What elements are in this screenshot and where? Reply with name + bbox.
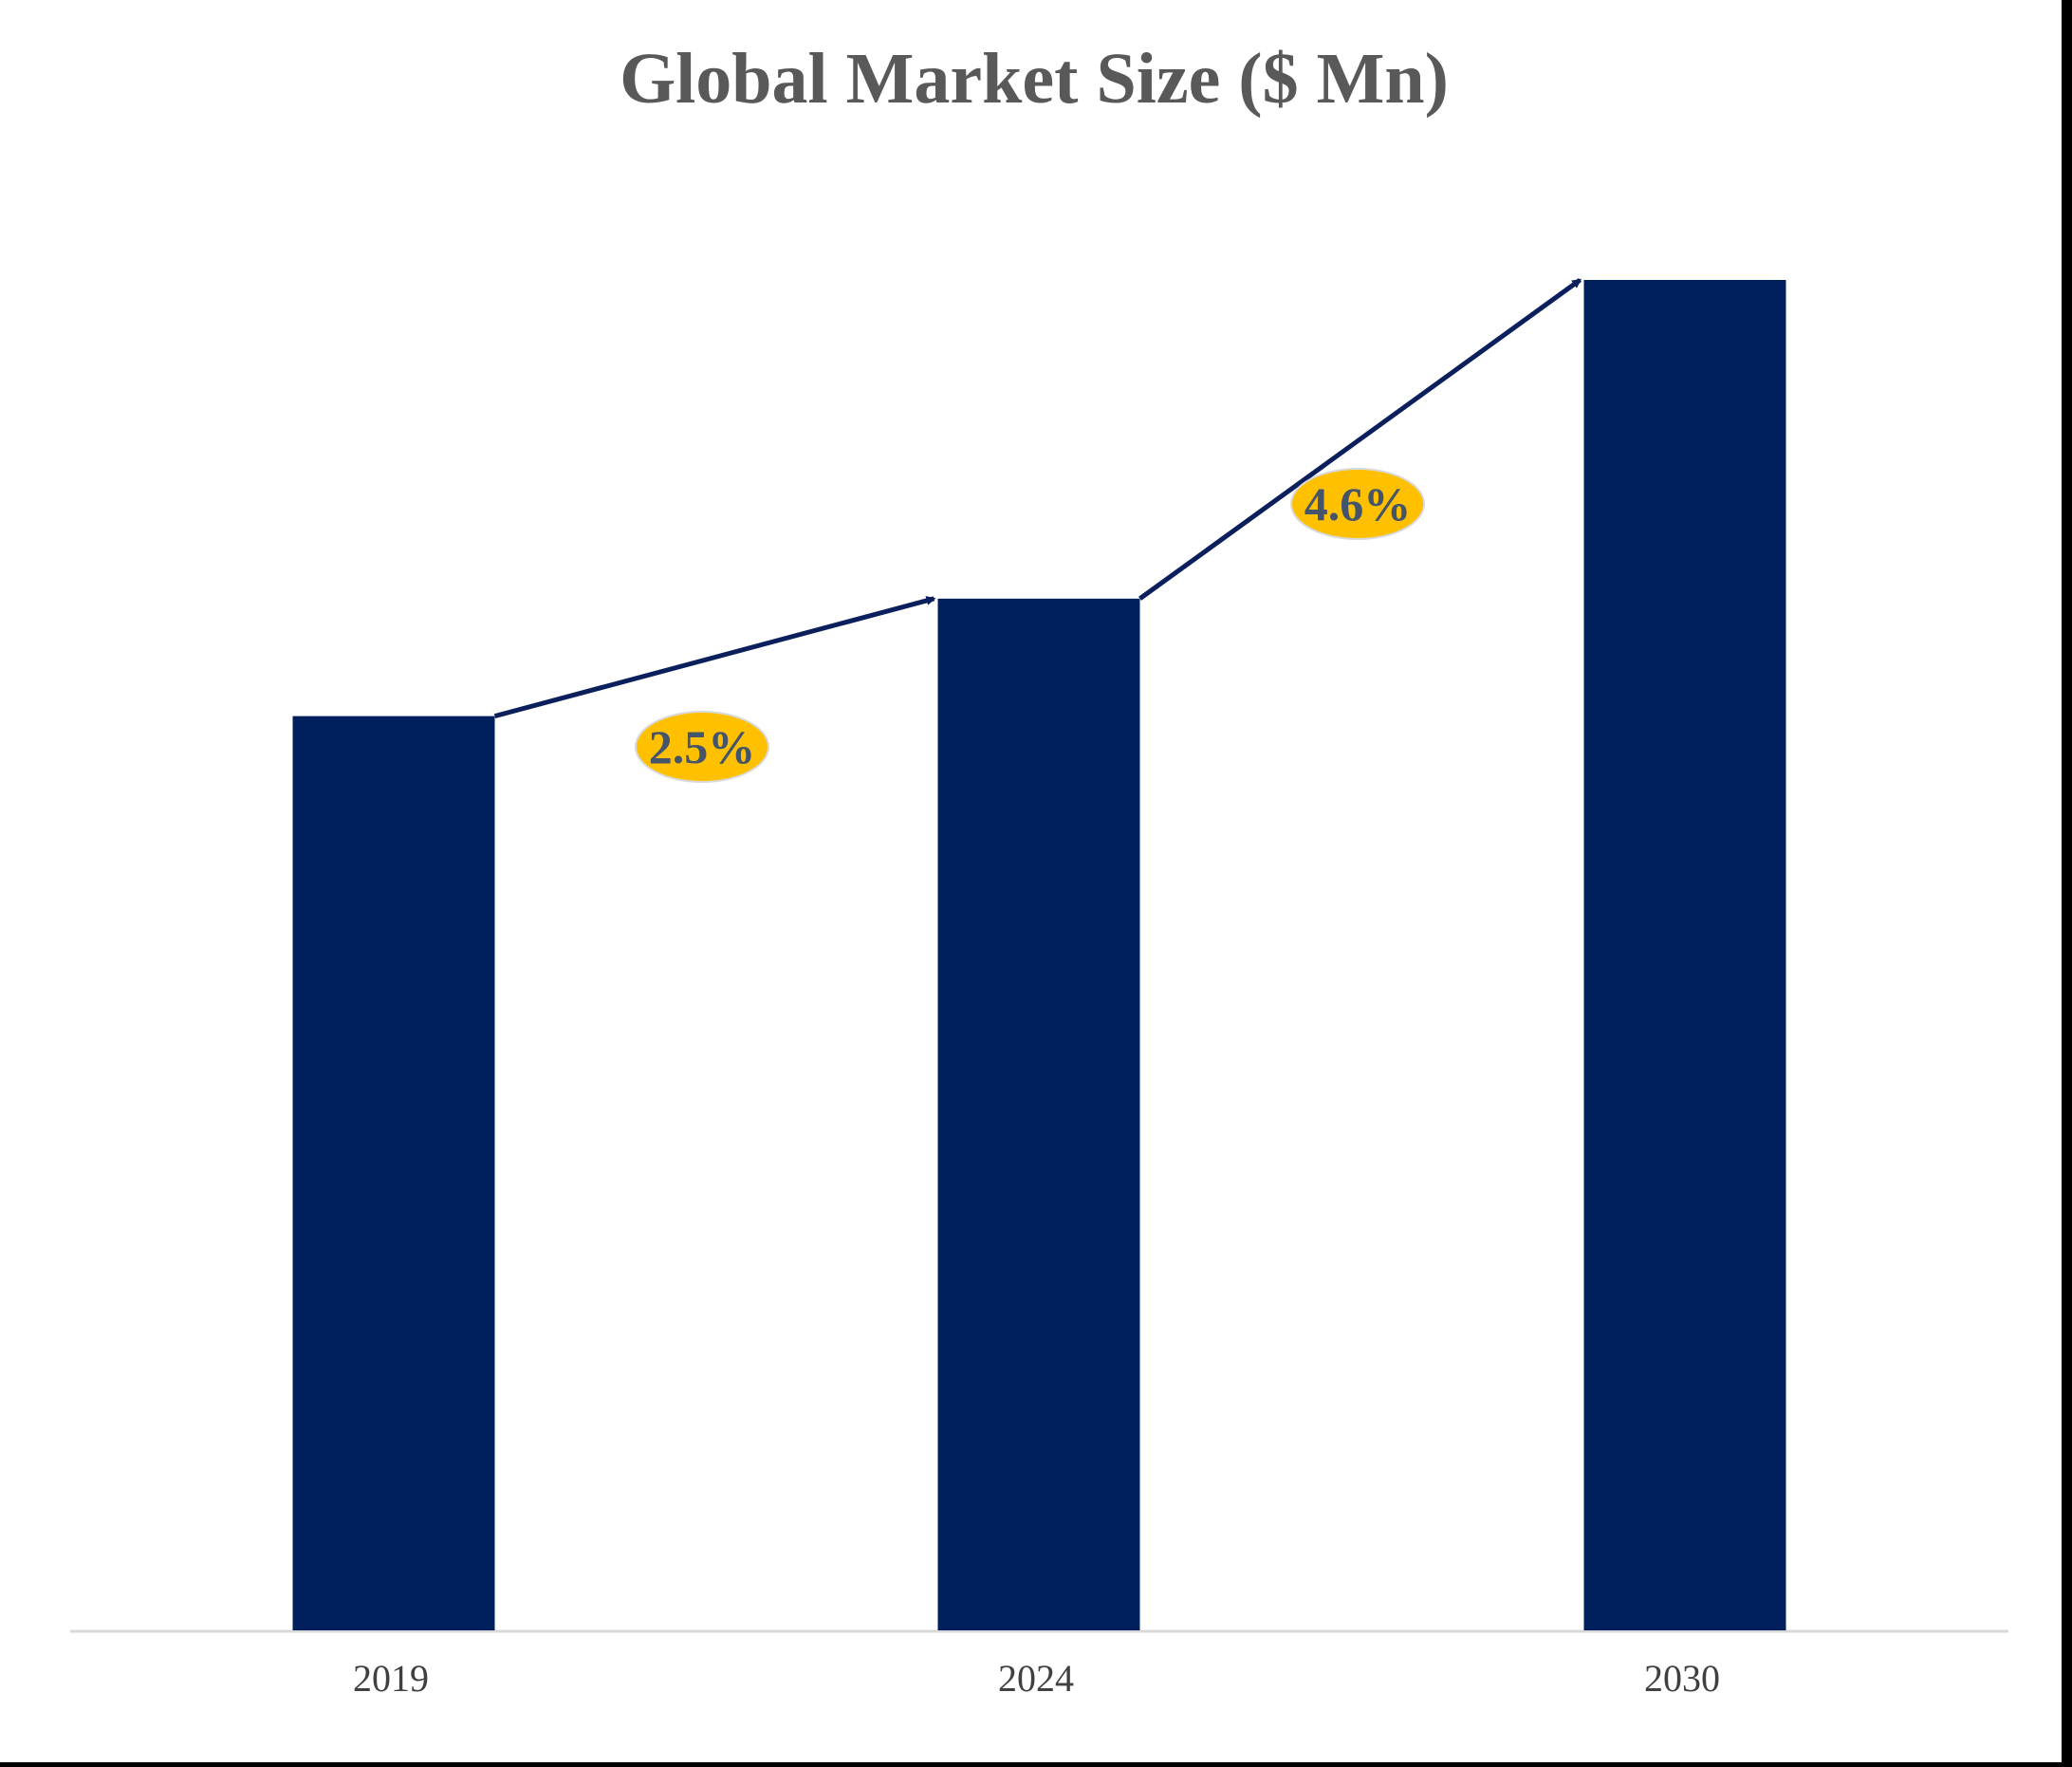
bar-2019 [292,716,495,1630]
x-tick-label: 2024 [998,1657,1074,1700]
border-right [2062,0,2072,1767]
growth-arrow [1138,277,1582,601]
chart-title: Global Market Size ($ Mn) [620,39,1449,119]
x-tick-label: 2030 [1644,1657,1720,1700]
cagr-badge [1290,468,1425,540]
x-tick-label: 2019 [353,1657,429,1700]
cagr-label: 2.5% [649,720,756,773]
bar-2024 [937,598,1140,1630]
cagr-label: 4.6% [1304,477,1412,530]
cagr-badge [635,711,769,783]
bar-2030 [1583,280,1786,1630]
growth-arrow [493,596,936,719]
border-bottom [0,1762,2072,1767]
